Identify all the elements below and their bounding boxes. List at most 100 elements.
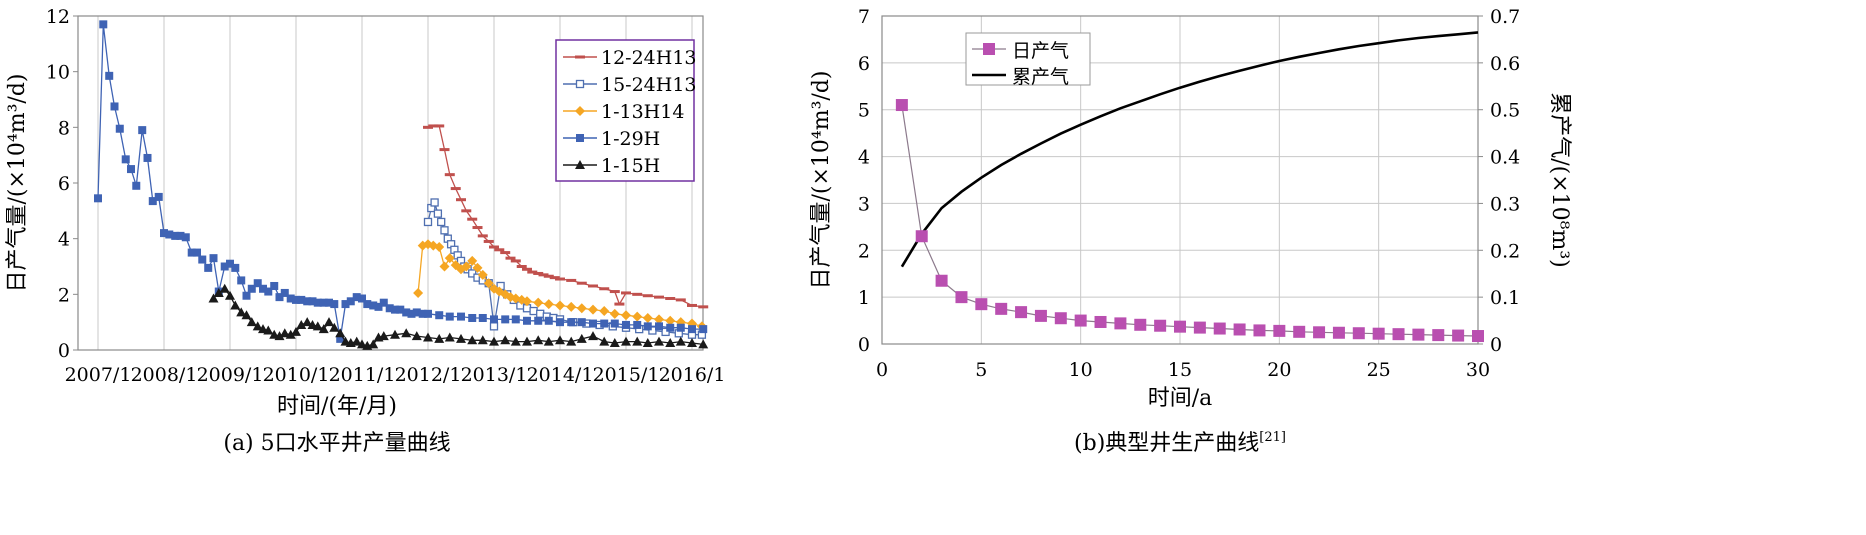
chart-a-data-point (308, 297, 317, 306)
chart-b-y-tick-label: 4 (858, 147, 870, 169)
chart-a-y-tick-label: 10 (46, 62, 70, 84)
chart-a-data-point (549, 276, 560, 280)
chart-a-data-point (534, 316, 543, 325)
chart-a-data-point (599, 336, 610, 346)
chart-a-data-point (444, 253, 455, 264)
chart-a-data-point (622, 320, 630, 329)
chart-a-y-tick-label: 0 (58, 340, 70, 362)
chart-a-data-point (610, 319, 619, 328)
chart-a-data-point (456, 198, 466, 202)
chart-a-data-point (181, 233, 190, 242)
chart-a-data-point (330, 300, 339, 309)
chart-a-data-point (533, 271, 544, 275)
chart-a-data-point (237, 276, 246, 285)
chart-a-data-point (576, 303, 587, 314)
chart-a-data-point (402, 308, 411, 317)
chart-a-data-point (241, 310, 252, 320)
chart-a-data-point (148, 197, 157, 206)
chart-a-data-point (472, 262, 483, 273)
chart-a-data-point (285, 329, 296, 339)
chart-a-data-point (154, 192, 163, 201)
chart-b-daily-point (1372, 327, 1385, 340)
chart-a-data-point (566, 301, 577, 312)
chart-b-daily-point (1273, 324, 1286, 337)
chart-b-daily-point (1034, 309, 1047, 322)
chart-a-data-point (461, 261, 472, 272)
chart-a-data-point (418, 309, 427, 318)
chart-a-data-point (588, 331, 598, 341)
chart-b-x-tick-label: 15 (1168, 359, 1192, 381)
chart-b-daily-point (1452, 329, 1465, 342)
chart-a-data-point (522, 296, 532, 307)
chart-a-data-point (665, 297, 676, 301)
chart-a-y-tick-labels: 0 2 4 6 8 10 12 (46, 6, 78, 362)
chart-a-data-point (632, 292, 643, 296)
chart-a-data-point (423, 125, 433, 129)
chart-a-data-point (600, 319, 609, 328)
chart-a-legend-box (555, 39, 695, 182)
chart-a-x-tick-label: 2008/1 (131, 364, 198, 386)
chart-a-data-point (318, 324, 329, 334)
chart-a-data-point (412, 308, 421, 317)
chart-b-caption-main: (b)典型井生产曲线 (1074, 431, 1259, 456)
chart-a-data-point (127, 165, 135, 174)
chart-a-data-point (522, 336, 532, 346)
chart-b-daily-point (1293, 325, 1306, 338)
chart-a-data-point (225, 290, 235, 300)
chart-b-y-tick-label: 6 (858, 53, 870, 75)
chart-a-data-point (687, 338, 697, 348)
chart-a-data-point (642, 294, 653, 298)
chart-a-data-point (687, 303, 697, 307)
chart-a-data-point (274, 331, 285, 341)
chart-a-data-point (407, 309, 416, 318)
chart-a-data-point (543, 299, 554, 310)
chart-a-data-point (477, 335, 488, 345)
chart-a-legend: 12-24H13 15-24H13 1-13H14 1-29H 1-15H (555, 39, 697, 182)
chart-a-data-point (396, 305, 405, 314)
chart-a-data-point (468, 269, 477, 278)
chart-a-x-tick-label: 2014/1 (527, 364, 594, 386)
chart-b-y2-tick-label: 0.4 (1490, 147, 1520, 169)
chart-b-legend-label: 日产气 (1012, 40, 1069, 62)
chart-a-data-point (259, 284, 267, 293)
chart-a-data-point (467, 255, 478, 266)
chart-a-data-point (654, 314, 664, 325)
chart-a-data-point (390, 329, 400, 339)
chart-a-x-tick-label: 2009/1 (197, 364, 264, 386)
chart-a-y-axis-label: 日产气量/(×10⁴m³/d) (5, 73, 30, 292)
chart-a-data-point (576, 333, 587, 343)
chart-a-x-tick-label: 2013/1 (461, 364, 528, 386)
chart-a-data-point (434, 333, 445, 343)
chart-a-data-point (351, 336, 362, 346)
chart-a-data-point (231, 263, 240, 272)
chart-a-caption: (a) 5口水平井产量曲线 (223, 431, 450, 456)
chart-a-data-point (246, 317, 257, 327)
chart-a-data-point (445, 312, 454, 321)
chart-a-data-point (437, 217, 446, 227)
chart-a-data-point (209, 254, 218, 263)
chart-a-data-point (589, 319, 597, 328)
chart-a-data-point (279, 328, 290, 338)
chart-a-data-point (544, 316, 553, 325)
chart-a-data-point (633, 320, 642, 329)
chart-a-data-point (516, 265, 527, 268)
chart-b-plot-frame (881, 15, 1479, 345)
chart-a-data-point (291, 326, 301, 336)
chart-a-data-point (533, 335, 544, 345)
chart-b-daily-point (1015, 306, 1028, 319)
chart-a-data-point (665, 338, 676, 348)
chart-b-y-tick-label: 3 (858, 193, 870, 215)
chart-a-data-point (489, 245, 499, 249)
chart-a-data-point (477, 269, 488, 280)
chart-a-x-tick-label: 2016/1 (659, 364, 726, 386)
chart-a-data-point (566, 336, 577, 346)
chart-b-y-tick-label: 5 (858, 100, 870, 122)
chart-a-data-point (699, 325, 708, 334)
chart-a-data-point (263, 325, 274, 335)
chart-b-daily-point (1154, 319, 1167, 332)
chart-b-y2-tick-label: 0 (1490, 334, 1502, 356)
chart-a-data-point (609, 338, 620, 348)
chart-a-data-point (577, 318, 586, 327)
chart-a-data-point (264, 287, 273, 296)
